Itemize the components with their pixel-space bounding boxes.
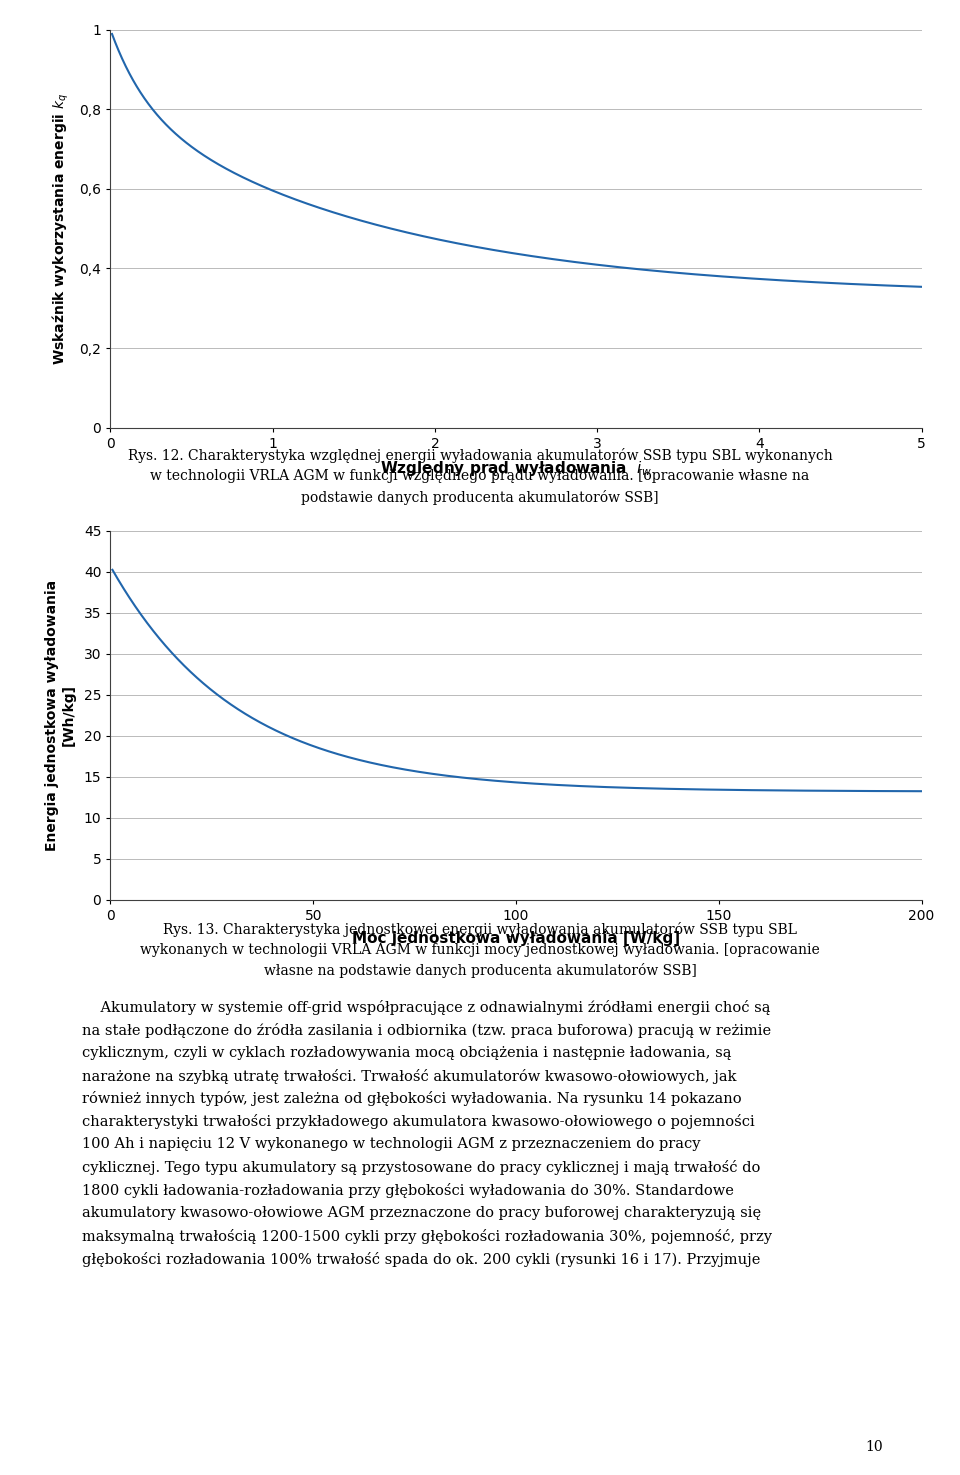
Text: cyklicznej. Tego typu akumulatory są przystosowane do pracy cyklicznej i mają tr: cyklicznej. Tego typu akumulatory są prz… xyxy=(82,1159,760,1176)
Text: akumulatory kwasowo-ołowiowe AGM przeznaczone do pracy buforowej charakteryzują : akumulatory kwasowo-ołowiowe AGM przezna… xyxy=(82,1207,760,1220)
Text: narażone na szybką utratę trwałości. Trwałość akumulatorów kwasowo-ołowiowych, j: narażone na szybką utratę trwałości. Trw… xyxy=(82,1068,736,1084)
Text: Rys. 12. Charakterystyka względnej energii wyładowania akumulatorów SSB typu SBL: Rys. 12. Charakterystyka względnej energ… xyxy=(128,448,832,463)
Text: podstawie danych producenta akumulatorów SSB]: podstawie danych producenta akumulatorów… xyxy=(301,490,659,504)
Y-axis label: Energia jednostkowa wyładowania
[Wh/kg]: Energia jednostkowa wyładowania [Wh/kg] xyxy=(45,580,76,851)
Text: 1800 cykli ładowania-rozładowania przy głębokości wyładowania do 30%. Standardow: 1800 cykli ładowania-rozładowania przy g… xyxy=(82,1183,733,1198)
Text: również innych typów, jest zależna od głębokości wyładowania. Na rysunku 14 poka: również innych typów, jest zależna od gł… xyxy=(82,1092,741,1106)
Text: Rys. 13. Charakterystyka jednostkowej energii wyładowania akumulatorów SSB typu : Rys. 13. Charakterystyka jednostkowej en… xyxy=(163,922,797,937)
Text: wykonanych w technologii VRLA AGM w funkcji mocy jednostkowej wyładowania. [opra: wykonanych w technologii VRLA AGM w funk… xyxy=(140,943,820,956)
Y-axis label: Wskaźnik wykorzystania energii $k_\mathit{q}$: Wskaźnik wykorzystania energii $k_\mathi… xyxy=(51,93,71,364)
X-axis label: Moc jednostkowa wyładowania [W/kg]: Moc jednostkowa wyładowania [W/kg] xyxy=(352,931,680,945)
Text: cyklicznym, czyli w cyklach rozładowywania mocą obciążenia i następnie ładowania: cyklicznym, czyli w cyklach rozładowywan… xyxy=(82,1046,732,1059)
X-axis label: Względny prąd wyładowania  $i_\mathit{w}$: Względny prąd wyładowania $i_\mathit{w}$ xyxy=(380,459,652,478)
Text: 100 Ah i napięciu 12 V wykonanego w technologii AGM z przeznaczeniem do pracy: 100 Ah i napięciu 12 V wykonanego w tech… xyxy=(82,1137,700,1151)
Text: maksymalną trwałością 1200-1500 cykli przy głębokości rozładowania 30%, pojemnoś: maksymalną trwałością 1200-1500 cykli pr… xyxy=(82,1229,772,1243)
Text: w technologii VRLA AGM w funkcji względnego prądu wyładowania. [opracowanie włas: w technologii VRLA AGM w funkcji względn… xyxy=(151,469,809,482)
Text: 10: 10 xyxy=(866,1441,883,1454)
Text: Akumulatory w systemie off-grid współpracujące z odnawialnymi źródłami energii c: Akumulatory w systemie off-grid współpra… xyxy=(82,1000,770,1015)
Text: własne na podstawie danych producenta akumulatorów SSB]: własne na podstawie danych producenta ak… xyxy=(264,963,696,978)
Text: charakterystyki trwałości przykładowego akumulatora kwasowo-ołowiowego o pojemno: charakterystyki trwałości przykładowego … xyxy=(82,1115,755,1130)
Text: głębokości rozładowania 100% trwałość spada do ok. 200 cykli (rysunki 16 i 17). : głębokości rozładowania 100% trwałość sp… xyxy=(82,1251,760,1267)
Text: na stałe podłączone do źródła zasilania i odbiornika (tzw. praca buforowa) pracu: na stałe podłączone do źródła zasilania … xyxy=(82,1024,771,1038)
